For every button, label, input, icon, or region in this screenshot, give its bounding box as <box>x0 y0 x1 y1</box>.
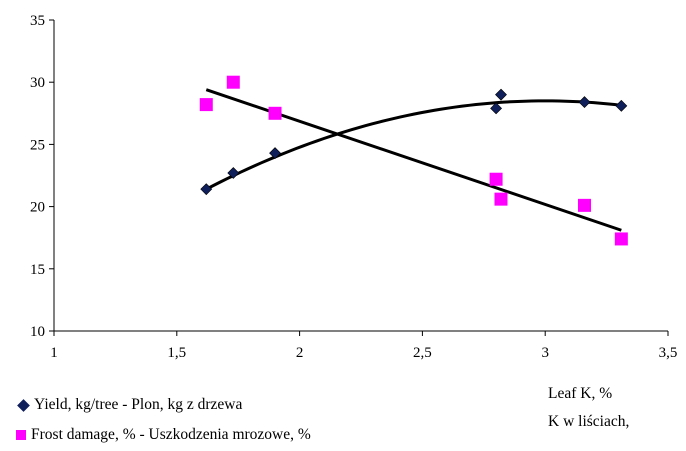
frost-damage-point <box>268 106 282 120</box>
x-tick-label: 2,5 <box>413 345 432 361</box>
yield-point <box>490 102 503 115</box>
yield-point <box>227 167 240 179</box>
frost-damage-point <box>489 172 503 186</box>
yield-point <box>495 88 507 101</box>
frost-damage-point <box>199 98 213 112</box>
frost-damage-point <box>494 192 508 206</box>
legend-label-yield: Yield, kg/tree - Plon, kg z drzewa <box>34 396 243 413</box>
x-tick-label: 1 <box>50 345 58 361</box>
y-tick-label: 20 <box>30 200 45 216</box>
x-axis-title-line1: Leaf K, % <box>548 385 613 402</box>
square-marker-icon <box>16 430 26 441</box>
x-tick-label: 3,5 <box>659 345 678 361</box>
yield-point <box>615 99 628 112</box>
legend-item-yield: Yield, kg/tree - Plon, kg z drzewa <box>16 396 242 414</box>
frost-damage-point <box>226 75 240 89</box>
y-tick-label: 15 <box>30 262 45 278</box>
x-tick-label: 1,5 <box>167 345 186 361</box>
yield-point <box>200 183 213 196</box>
diamond-marker-icon <box>17 399 30 412</box>
frost-damage-point <box>614 232 628 246</box>
x-axis-title-line2: K w liściach, <box>548 413 630 430</box>
y-tick-label: 30 <box>30 75 45 91</box>
x-tick-label: 2 <box>296 345 304 361</box>
y-tick-label: 25 <box>30 137 45 153</box>
trend-line-series-0 <box>205 99 622 191</box>
legend-item-frost: Frost damage, % - Uszkodzenia mrozowe, % <box>16 426 311 444</box>
legend-label-frost: Frost damage, % - Uszkodzenia mrozowe, % <box>31 426 311 443</box>
frost-damage-point <box>577 198 591 212</box>
y-tick-label: 35 <box>30 13 45 29</box>
x-tick-label: 3 <box>541 345 549 361</box>
yield-point <box>269 147 281 160</box>
y-tick-label: 10 <box>30 324 45 340</box>
yield-point <box>578 96 591 109</box>
